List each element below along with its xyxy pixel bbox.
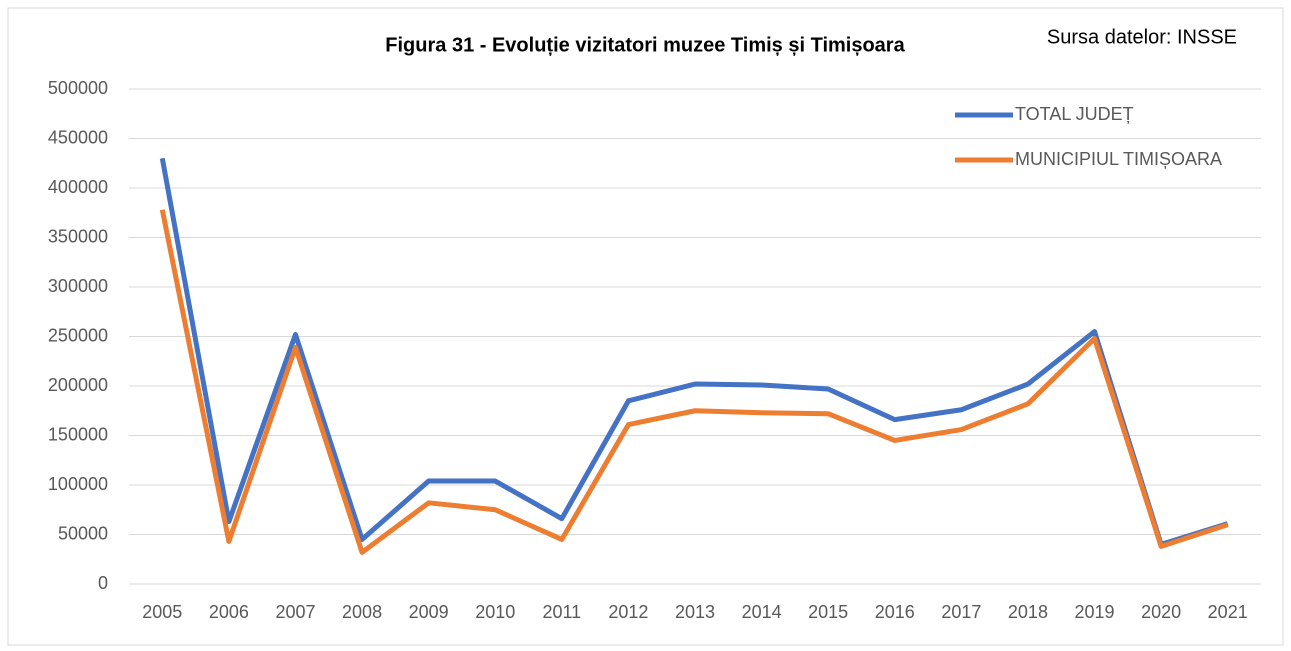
- x-tick-label: 2005: [142, 602, 182, 622]
- y-tick-label: 400000: [48, 177, 108, 197]
- y-tick-label: 50000: [58, 523, 108, 543]
- x-tick-label: 2017: [941, 602, 981, 622]
- series-line: [159, 157, 1229, 547]
- x-tick-label: 2008: [342, 602, 382, 622]
- x-tick-label: 2020: [1141, 602, 1181, 622]
- y-tick-label: 150000: [48, 424, 108, 444]
- x-tick-label: 2014: [742, 602, 782, 622]
- x-tick-label: 2015: [808, 602, 848, 622]
- chart-border: [7, 7, 1284, 646]
- legend-label: TOTAL JUDEȚ: [1015, 104, 1134, 124]
- y-tick-label: 250000: [48, 325, 108, 345]
- series-line: [159, 209, 1229, 555]
- x-tick-label: 2013: [675, 602, 715, 622]
- x-tick-label: 2007: [275, 602, 315, 622]
- y-tick-label: 300000: [48, 276, 108, 296]
- source-note: Sursa datelor: INSSE: [1047, 26, 1237, 48]
- legend-label: MUNICIPIUL TIMIȘOARA: [1015, 149, 1222, 169]
- x-tick-label: 2016: [875, 602, 915, 622]
- x-tick-label: 2019: [1075, 602, 1115, 622]
- y-tick-label: 200000: [48, 375, 108, 395]
- x-tick-label: 2021: [1208, 602, 1248, 622]
- x-tick-label: 2012: [608, 602, 648, 622]
- y-tick-label: 450000: [48, 127, 108, 147]
- y-tick-label: 100000: [48, 474, 108, 494]
- y-tick-label: 0: [98, 573, 108, 593]
- y-tick-label: 500000: [48, 78, 108, 98]
- y-tick-label: 350000: [48, 226, 108, 246]
- x-tick-label: 2010: [475, 602, 515, 622]
- x-tick-label: 2011: [542, 602, 581, 622]
- x-tick-label: 2006: [209, 602, 249, 622]
- x-tick-label: 2009: [409, 602, 449, 622]
- x-tick-label: 2018: [1008, 602, 1048, 622]
- chart-title: Figura 31 - Evoluție vizitatori muzee Ti…: [385, 34, 905, 56]
